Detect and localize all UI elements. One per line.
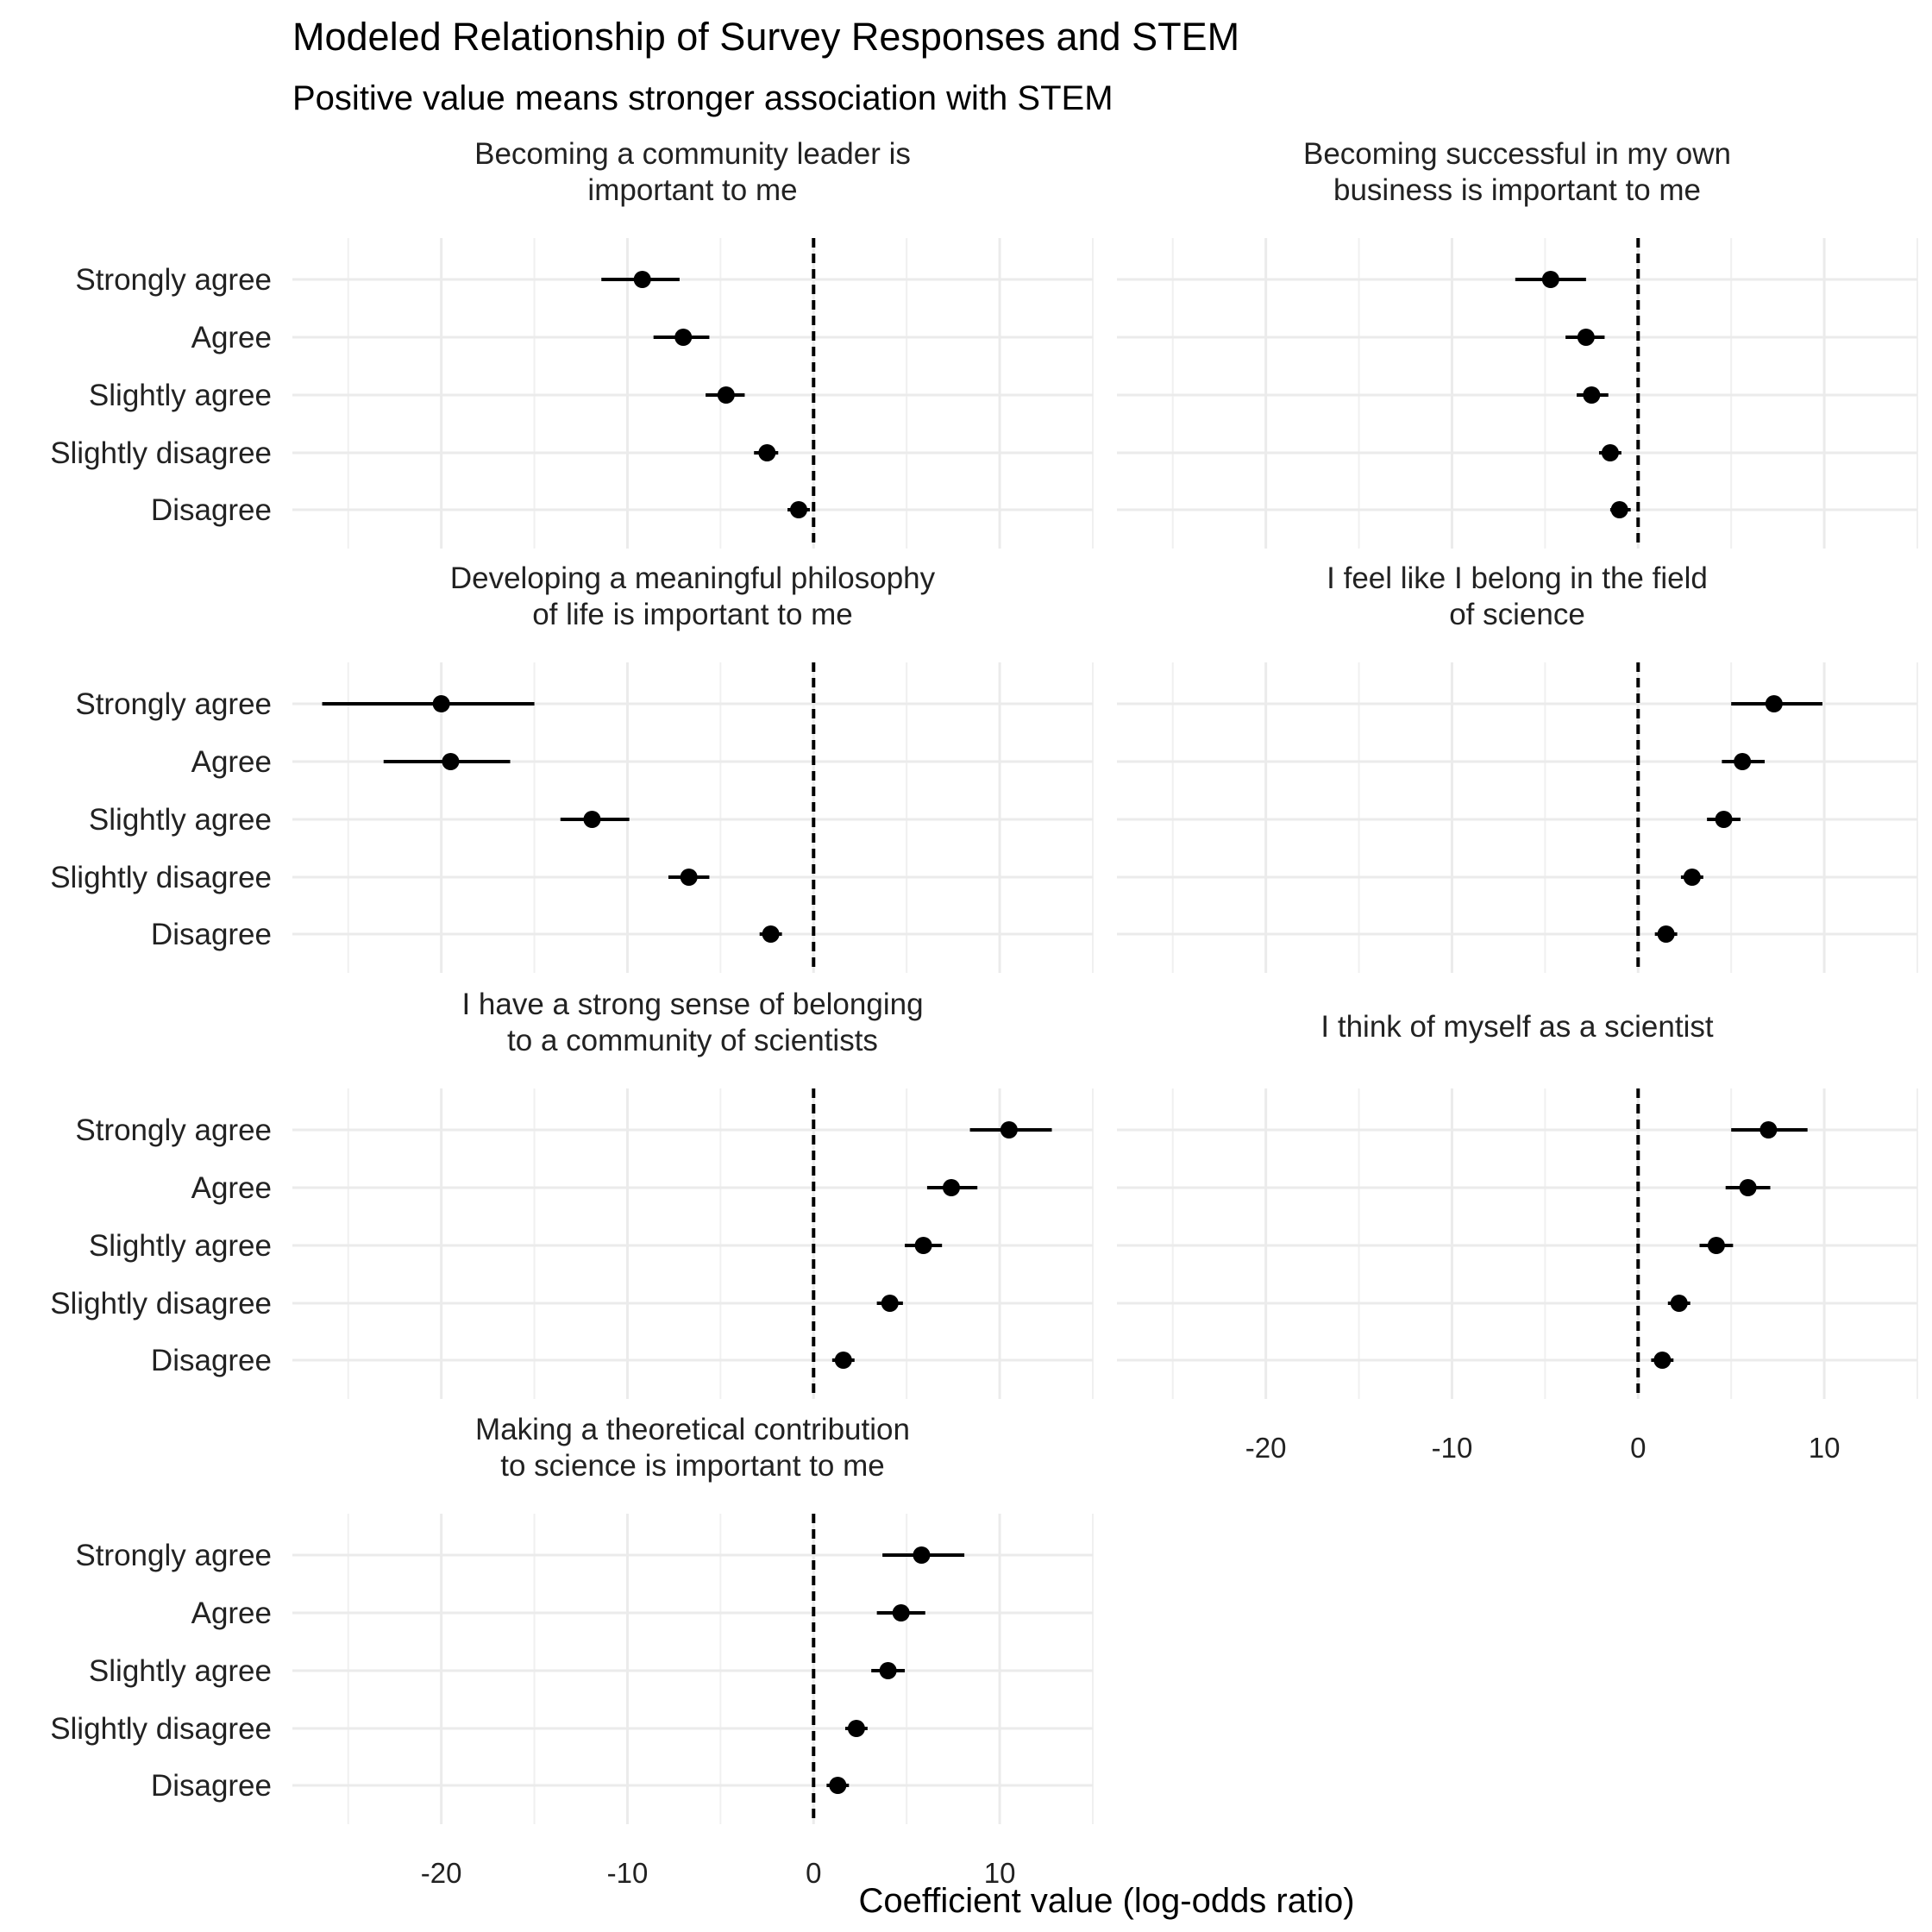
x-tick-label: 0 bbox=[1630, 1432, 1646, 1464]
data-point bbox=[879, 1662, 897, 1679]
x-tick-label: 10 bbox=[984, 1857, 1016, 1889]
data-point bbox=[914, 1237, 932, 1254]
data-point bbox=[1541, 271, 1559, 288]
data-point bbox=[1583, 386, 1601, 404]
y-tick-label: Agree bbox=[191, 745, 272, 779]
y-tick-label: Disagree bbox=[151, 918, 272, 951]
facet-title: important to me bbox=[587, 173, 797, 207]
data-point bbox=[1707, 1237, 1725, 1254]
data-point bbox=[1601, 444, 1619, 461]
data-point bbox=[442, 753, 460, 770]
data-point bbox=[1739, 1179, 1757, 1196]
data-point bbox=[1577, 329, 1595, 346]
y-tick-label: Strongly agree bbox=[75, 1539, 272, 1572]
y-tick-label: Slightly disagree bbox=[50, 1287, 272, 1320]
data-point bbox=[942, 1179, 960, 1196]
data-point bbox=[1610, 501, 1628, 518]
facet-title: I feel like I belong in the field bbox=[1327, 561, 1708, 595]
facet-title: I have a strong sense of belonging bbox=[461, 988, 923, 1021]
facet-panels: Becoming a community leader isimportant … bbox=[50, 137, 1918, 1889]
data-point bbox=[583, 811, 601, 828]
data-point bbox=[913, 1546, 931, 1564]
data-point bbox=[1683, 869, 1701, 886]
x-tick-label: -20 bbox=[1245, 1432, 1287, 1464]
y-tick-label: Slightly disagree bbox=[50, 1712, 272, 1746]
data-point bbox=[1734, 753, 1752, 770]
x-axis-label: Coefficient value (log-odds ratio) bbox=[858, 1882, 1354, 1920]
y-tick-label: Agree bbox=[191, 1171, 272, 1205]
chart-title: Modeled Relationship of Survey Responses… bbox=[292, 15, 1239, 59]
y-tick-label: Strongly agree bbox=[75, 263, 272, 297]
facet-title: Becoming successful in my own bbox=[1303, 137, 1731, 171]
data-point bbox=[847, 1720, 865, 1737]
facet-title: I think of myself as a scientist bbox=[1320, 1010, 1713, 1044]
y-tick-label: Slightly agree bbox=[89, 1229, 272, 1263]
data-point bbox=[432, 695, 450, 712]
y-tick-label: Strongly agree bbox=[75, 1113, 272, 1147]
data-point bbox=[1765, 695, 1783, 712]
data-point bbox=[633, 271, 651, 288]
y-tick-label: Disagree bbox=[151, 493, 272, 527]
data-point bbox=[717, 386, 735, 404]
facet-title: to a community of scientists bbox=[507, 1024, 878, 1057]
x-tick-label: -10 bbox=[1432, 1432, 1473, 1464]
data-point bbox=[790, 501, 808, 518]
data-point bbox=[834, 1352, 852, 1369]
data-point bbox=[829, 1777, 847, 1794]
y-tick-label: Slightly disagree bbox=[50, 861, 272, 894]
data-point bbox=[1653, 1352, 1672, 1369]
facet-title: to science is important to me bbox=[500, 1449, 884, 1483]
facet-title: of science bbox=[1449, 598, 1585, 631]
data-point bbox=[680, 869, 698, 886]
x-tick-label: -20 bbox=[421, 1857, 462, 1889]
y-tick-label: Agree bbox=[191, 1596, 272, 1630]
data-point bbox=[1760, 1121, 1778, 1138]
data-point bbox=[1000, 1121, 1018, 1138]
y-tick-label: Slightly agree bbox=[89, 803, 272, 837]
data-point bbox=[762, 925, 780, 943]
data-point bbox=[1657, 925, 1675, 943]
x-tick-label: 10 bbox=[1809, 1432, 1841, 1464]
x-tick-label: 0 bbox=[806, 1857, 821, 1889]
facet-title: Developing a meaningful philosophy bbox=[450, 561, 936, 595]
y-tick-label: Disagree bbox=[151, 1344, 272, 1377]
facet-title: of life is important to me bbox=[532, 598, 853, 631]
data-point bbox=[892, 1604, 910, 1622]
y-tick-label: Disagree bbox=[151, 1769, 272, 1803]
y-tick-label: Slightly agree bbox=[89, 1654, 272, 1688]
data-point bbox=[758, 444, 776, 461]
y-tick-label: Slightly agree bbox=[89, 379, 272, 412]
data-point bbox=[1715, 811, 1733, 828]
facet-title: Becoming a community leader is bbox=[474, 137, 911, 171]
facet-panel: Becoming a community leader isimportant … bbox=[50, 137, 1094, 549]
y-tick-label: Agree bbox=[191, 321, 272, 354]
y-tick-label: Strongly agree bbox=[75, 687, 272, 721]
y-tick-label: Slightly disagree bbox=[50, 436, 272, 470]
chart-subtitle: Positive value means stronger associatio… bbox=[292, 79, 1113, 117]
facet-title: business is important to me bbox=[1333, 173, 1701, 207]
data-point bbox=[1670, 1295, 1688, 1312]
facet-title: Making a theoretical contribution bbox=[475, 1413, 910, 1446]
data-point bbox=[881, 1295, 899, 1312]
facet-panel: I think of myself as a scientist -20 -10 0 1… bbox=[1117, 1010, 1918, 1464]
data-point bbox=[674, 329, 693, 346]
x-tick-label: -10 bbox=[607, 1857, 649, 1889]
